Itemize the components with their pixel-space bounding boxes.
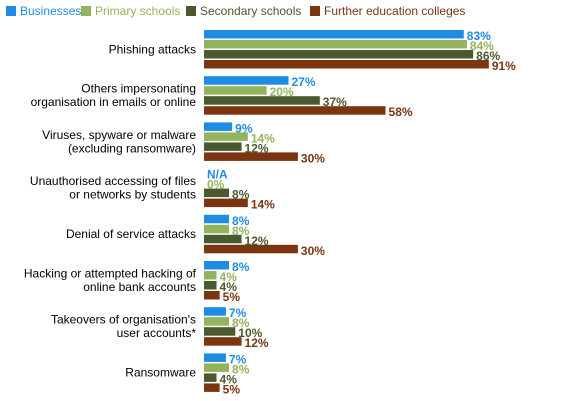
bar-secondary-schools-viruses-spyware-or-malware-excluding-ransomware <box>204 142 242 151</box>
value-label-businesses-takeovers-of-organisation-s-user-accounts: 7% <box>229 306 247 320</box>
category-label-phishing-attacks: Phishing attacks <box>109 42 196 56</box>
value-label-further-education-colleges-hacking-or-attempted-hacking-of-online-bank-accounts: 5% <box>223 290 241 304</box>
value-label-businesses-unauthorised-accessing-of-files-or-networks-by-students: N/A <box>207 168 228 182</box>
value-label-primary-schools-unauthorised-accessing-of-files-or-networks-by-students: 0% <box>207 178 225 192</box>
legend-swatch-primary-schools <box>81 6 91 16</box>
category-label-others-impersonating-organisation-in-emails-or-online: Others impersonating organisation in emai… <box>31 82 197 110</box>
bar-further-education-colleges-denial-of-service-attacks <box>204 244 298 254</box>
legend-swatch-businesses <box>6 6 16 16</box>
bar-further-education-colleges-others-impersonating-organisation-in-emails-or-online <box>204 106 386 115</box>
bar-primary-schools-phishing-attacks <box>204 40 467 49</box>
bar-businesses-takeovers-of-organisation-s-user-accounts <box>204 307 226 316</box>
value-label-further-education-colleges-phishing-attacks: 91% <box>492 59 516 73</box>
bar-businesses-ransomware <box>204 353 226 362</box>
bar-primary-schools-denial-of-service-attacks <box>204 224 230 234</box>
value-label-businesses-viruses-spyware-or-malware-excluding-ransomware: 9% <box>235 121 253 135</box>
legend-label-primary-schools: Primary schools <box>95 4 180 18</box>
bar-secondary-schools-others-impersonating-organisation-in-emails-or-online <box>204 96 320 105</box>
bar-businesses-phishing-attacks <box>204 30 464 39</box>
legend-swatch-further-education-colleges <box>310 6 320 16</box>
category-label-denial-of-service-attacks: Denial of service attacks <box>66 227 196 241</box>
value-label-further-education-colleges-denial-of-service-attacks: 30% <box>301 244 325 258</box>
category-label-ransomware: Ransomware <box>125 366 196 380</box>
value-label-primary-schools-takeovers-of-organisation-s-user-accounts: 8% <box>232 316 250 330</box>
legend-label-businesses: Businesses <box>20 4 81 18</box>
value-label-secondary-schools-hacking-or-attempted-hacking-of-online-bank-accounts: 4% <box>220 280 238 294</box>
category-label-line: (excluding ransomware) <box>68 141 196 155</box>
value-label-primary-schools-phishing-attacks: 84% <box>470 39 494 53</box>
bar-businesses-denial-of-service-attacks <box>204 214 230 224</box>
bar-further-education-colleges-phishing-attacks <box>204 60 489 69</box>
value-label-primary-schools-hacking-or-attempted-hacking-of-online-bank-accounts: 4% <box>220 270 238 284</box>
bar-primary-schools-hacking-or-attempted-hacking-of-online-bank-accounts <box>204 271 217 280</box>
legend-swatch-secondary-schools <box>186 6 196 16</box>
category-label-hacking-or-attempted-hacking-of-online-bank-accounts: Hacking or attempted hacking of online ba… <box>24 267 197 295</box>
category-label-line: or networks by students <box>69 188 196 202</box>
category-label-line: user accounts* <box>117 326 197 340</box>
value-label-further-education-colleges-others-impersonating-organisation-in-emails-or-online: 58% <box>389 105 413 119</box>
value-label-primary-schools-ransomware: 8% <box>232 362 250 376</box>
bar-businesses-viruses-spyware-or-malware-excluding-ransomware <box>204 122 233 131</box>
value-label-secondary-schools-unauthorised-accessing-of-files-or-networks-by-students: 8% <box>232 188 250 202</box>
category-label-line: Others impersonating <box>81 82 196 96</box>
bar-further-education-colleges-unauthorised-accessing-of-files-or-networks-by-students <box>204 198 248 208</box>
category-label-line: Denial of service attacks <box>66 227 196 241</box>
bar-primary-schools-ransomware <box>204 363 230 372</box>
category-label-line: Unauthorised accessing of files <box>30 174 196 188</box>
value-labels: 83%84%86%91%27%20%37%58%9%14%12%30%N/A0%… <box>207 29 516 396</box>
bar-primary-schools-takeovers-of-organisation-s-user-accounts <box>204 317 230 326</box>
category-label-line: Takeovers of organisation's <box>51 313 196 327</box>
category-label-line: Ransomware <box>125 366 196 380</box>
value-label-businesses-phishing-attacks: 83% <box>467 29 491 43</box>
bar-secondary-schools-phishing-attacks <box>204 50 474 59</box>
value-label-further-education-colleges-unauthorised-accessing-of-files-or-networks-by-students: 14% <box>251 198 275 212</box>
legend: Businesses Primary schools Secondary schoo… <box>6 4 465 18</box>
bar-further-education-colleges-takeovers-of-organisation-s-user-accounts <box>204 337 242 346</box>
legend-label-further-education-colleges: Further education colleges <box>324 4 465 18</box>
value-label-secondary-schools-ransomware: 4% <box>220 372 238 386</box>
legend-label-secondary-schools: Secondary schools <box>200 4 301 18</box>
value-label-primary-schools-others-impersonating-organisation-in-emails-or-online: 20% <box>270 85 294 99</box>
value-label-secondary-schools-phishing-attacks: 86% <box>476 49 500 63</box>
bar-businesses-others-impersonating-organisation-in-emails-or-online <box>204 76 289 85</box>
category-label-line: online bank accounts <box>83 280 196 294</box>
value-label-businesses-others-impersonating-organisation-in-emails-or-online: 27% <box>292 75 316 89</box>
value-label-secondary-schools-viruses-spyware-or-malware-excluding-ransomware: 12% <box>245 141 269 155</box>
category-label-line: Hacking or attempted hacking of <box>24 267 197 281</box>
value-label-secondary-schools-takeovers-of-organisation-s-user-accounts: 10% <box>238 326 262 340</box>
value-label-secondary-schools-others-impersonating-organisation-in-emails-or-online: 37% <box>323 95 347 109</box>
bar-secondary-schools-denial-of-service-attacks <box>204 234 242 244</box>
bar-businesses-hacking-or-attempted-hacking-of-online-bank-accounts <box>204 261 230 270</box>
value-label-further-education-colleges-ransomware: 5% <box>223 382 241 396</box>
category-label-takeovers-of-organisation-s-user-accounts: Takeovers of organisation's user accounts… <box>51 313 196 341</box>
category-label-unauthorised-accessing-of-files-or-networks-by-students: Unauthorised accessing of files or networ… <box>30 174 196 202</box>
bar-further-education-colleges-hacking-or-attempted-hacking-of-online-bank-accounts <box>204 291 220 300</box>
value-label-businesses-ransomware: 7% <box>229 352 247 366</box>
bar-primary-schools-viruses-spyware-or-malware-excluding-ransomware <box>204 132 248 141</box>
bar-secondary-schools-hacking-or-attempted-hacking-of-online-bank-accounts <box>204 281 217 290</box>
bars <box>204 30 489 392</box>
value-label-further-education-colleges-viruses-spyware-or-malware-excluding-ransomware: 30% <box>301 151 325 165</box>
value-label-further-education-colleges-takeovers-of-organisation-s-user-accounts: 12% <box>245 336 269 350</box>
value-label-secondary-schools-denial-of-service-attacks: 12% <box>245 234 269 248</box>
value-label-primary-schools-viruses-spyware-or-malware-excluding-ransomware: 14% <box>251 131 275 145</box>
category-label-line: organisation in emails or online <box>31 95 197 109</box>
category-label-viruses-spyware-or-malware-excluding-ransomware: Viruses, spyware or malware (excluding ra… <box>42 128 196 156</box>
bar-secondary-schools-unauthorised-accessing-of-files-or-networks-by-students <box>204 188 230 198</box>
bar-secondary-schools-ransomware <box>204 373 217 382</box>
category-label-line: Phishing attacks <box>109 42 196 56</box>
category-labels: Phishing attacks Others impersonating orga… <box>24 42 197 379</box>
category-label-line: Viruses, spyware or malware <box>42 128 196 142</box>
bar-primary-schools-others-impersonating-organisation-in-emails-or-online <box>204 86 267 95</box>
value-label-primary-schools-denial-of-service-attacks: 8% <box>232 224 250 238</box>
value-label-businesses-hacking-or-attempted-hacking-of-online-bank-accounts: 8% <box>232 260 250 274</box>
bar-further-education-colleges-viruses-spyware-or-malware-excluding-ransomware <box>204 152 298 161</box>
value-label-businesses-denial-of-service-attacks: 8% <box>232 214 250 228</box>
bar-secondary-schools-takeovers-of-organisation-s-user-accounts <box>204 327 236 336</box>
bar-further-education-colleges-ransomware <box>204 383 220 392</box>
